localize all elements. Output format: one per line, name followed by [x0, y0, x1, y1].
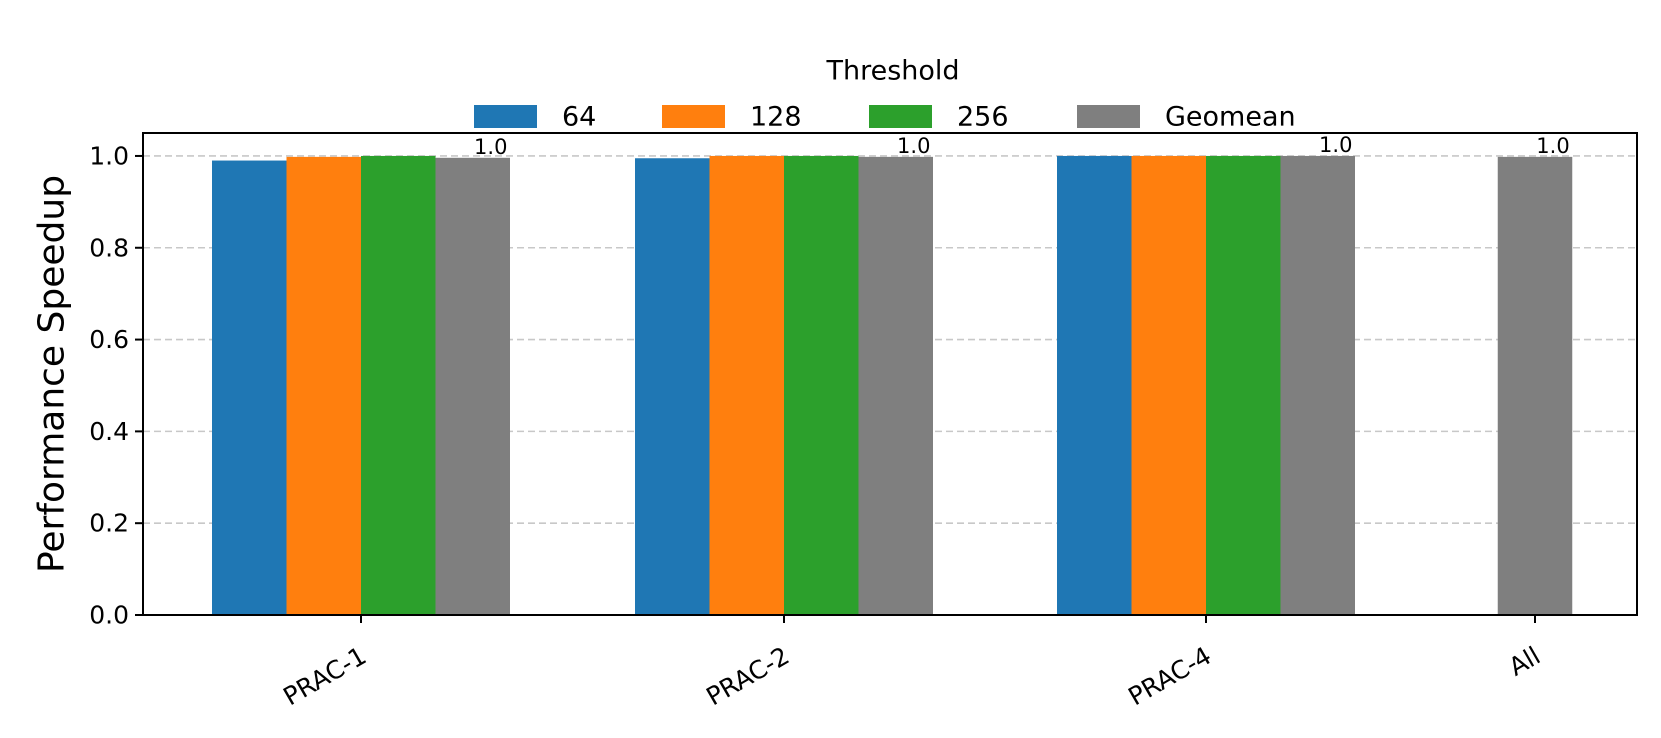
y-tick-label: 0.4: [89, 417, 129, 446]
bar-geomean-prac-4: [1280, 155, 1355, 615]
bars: [212, 155, 1573, 616]
bar-128-prac-4: [1131, 155, 1206, 615]
bar-64-prac-1: [212, 160, 287, 616]
y-tick-label: 0.2: [89, 509, 129, 538]
bar-value-label: 1.0: [897, 134, 930, 158]
y-tick-label: 0.6: [89, 325, 129, 354]
legend: Threshold 64 128 256 Geomean: [474, 56, 1296, 133]
plot-frame: [142, 132, 1638, 616]
bar-value-label: 1.0: [1319, 133, 1352, 157]
x-tick-label: All: [1504, 641, 1545, 682]
legend-swatch-64: [474, 105, 537, 128]
bar-256-prac-4: [1206, 155, 1281, 615]
y-axis-ticks: 0.0 0.2 0.4 0.6 0.8 1.0: [89, 141, 143, 630]
legend-swatch-128: [662, 105, 725, 128]
y-tick-label: 0.0: [89, 601, 129, 630]
x-tick-label: PRAC-2: [701, 641, 794, 711]
legend-title: Threshold: [825, 56, 959, 87]
x-tick-label: PRAC-1: [278, 641, 371, 711]
bar-64-prac-2: [635, 158, 710, 615]
y-tick-label: 0.8: [89, 233, 129, 262]
bar-geomean-prac-2: [858, 156, 933, 615]
x-axis-ticks: PRAC-1 PRAC-2 PRAC-4 All: [278, 615, 1545, 711]
bar-value-label: 1.0: [474, 135, 507, 159]
bar-64-prac-4: [1057, 155, 1132, 615]
legend-label: 128: [750, 102, 802, 133]
bar-geomean-prac-1: [435, 157, 510, 615]
y-axis-title: Performance Speedup: [32, 175, 73, 573]
y-tick-label: 1.0: [89, 141, 129, 170]
legend-swatch-256: [869, 105, 932, 128]
bar-geomean-all: [1497, 156, 1573, 615]
legend-label: Geomean: [1165, 102, 1296, 133]
legend-swatch-geomean: [1077, 105, 1140, 128]
bar-128-prac-2: [709, 155, 784, 615]
legend-label: 64: [562, 102, 596, 133]
bar-256-prac-1: [361, 155, 436, 615]
bar-value-labels: 1.0 1.0 1.0 1.0: [474, 133, 1570, 159]
bar-value-label: 1.0: [1536, 134, 1569, 158]
bar-128-prac-1: [286, 156, 361, 615]
legend-label: 256: [957, 102, 1009, 133]
x-tick-label: PRAC-4: [1123, 641, 1216, 711]
bar-256-prac-2: [784, 155, 859, 615]
